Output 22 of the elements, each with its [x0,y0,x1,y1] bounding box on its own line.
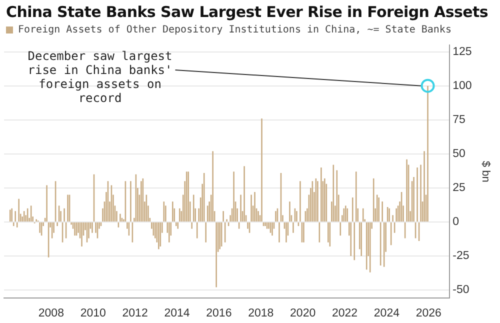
y-tick-label: 100 [452,80,472,92]
x-tick-label: 2010 [80,307,106,320]
y-tick-label: 0 [452,216,460,228]
annotation: December saw largest rise in China banks' foreign assets on record [28,49,172,106]
x-tick-label: 2024 [374,307,400,320]
y-tick-label: -50 [452,284,470,296]
chart-title: China State Banks Saw Largest Ever Rise in Foreign Assets [5,2,489,23]
y-tick-label: 25 [452,182,466,194]
x-tick-label: 2018 [248,307,274,320]
y-axis-title: $ bn [479,160,492,182]
y-tick-label: -25 [452,250,470,262]
x-tick-label: 2016 [206,307,232,320]
legend-label: Foreign Assets of Other Depository Institutions in China, ~= State Banks [18,24,452,36]
y-tick-label: 125 [452,46,472,58]
x-tick-label: 2008 [38,307,64,320]
y-tick-label: 50 [452,148,466,160]
y-tick-label: 75 [452,114,466,126]
x-tick-label: 2026 [416,307,442,320]
x-tick-label: 2012 [122,307,148,320]
x-tick-label: 2020 [290,307,316,320]
x-tick-label: 2014 [164,307,190,320]
x-tick-label: 2022 [332,307,358,320]
